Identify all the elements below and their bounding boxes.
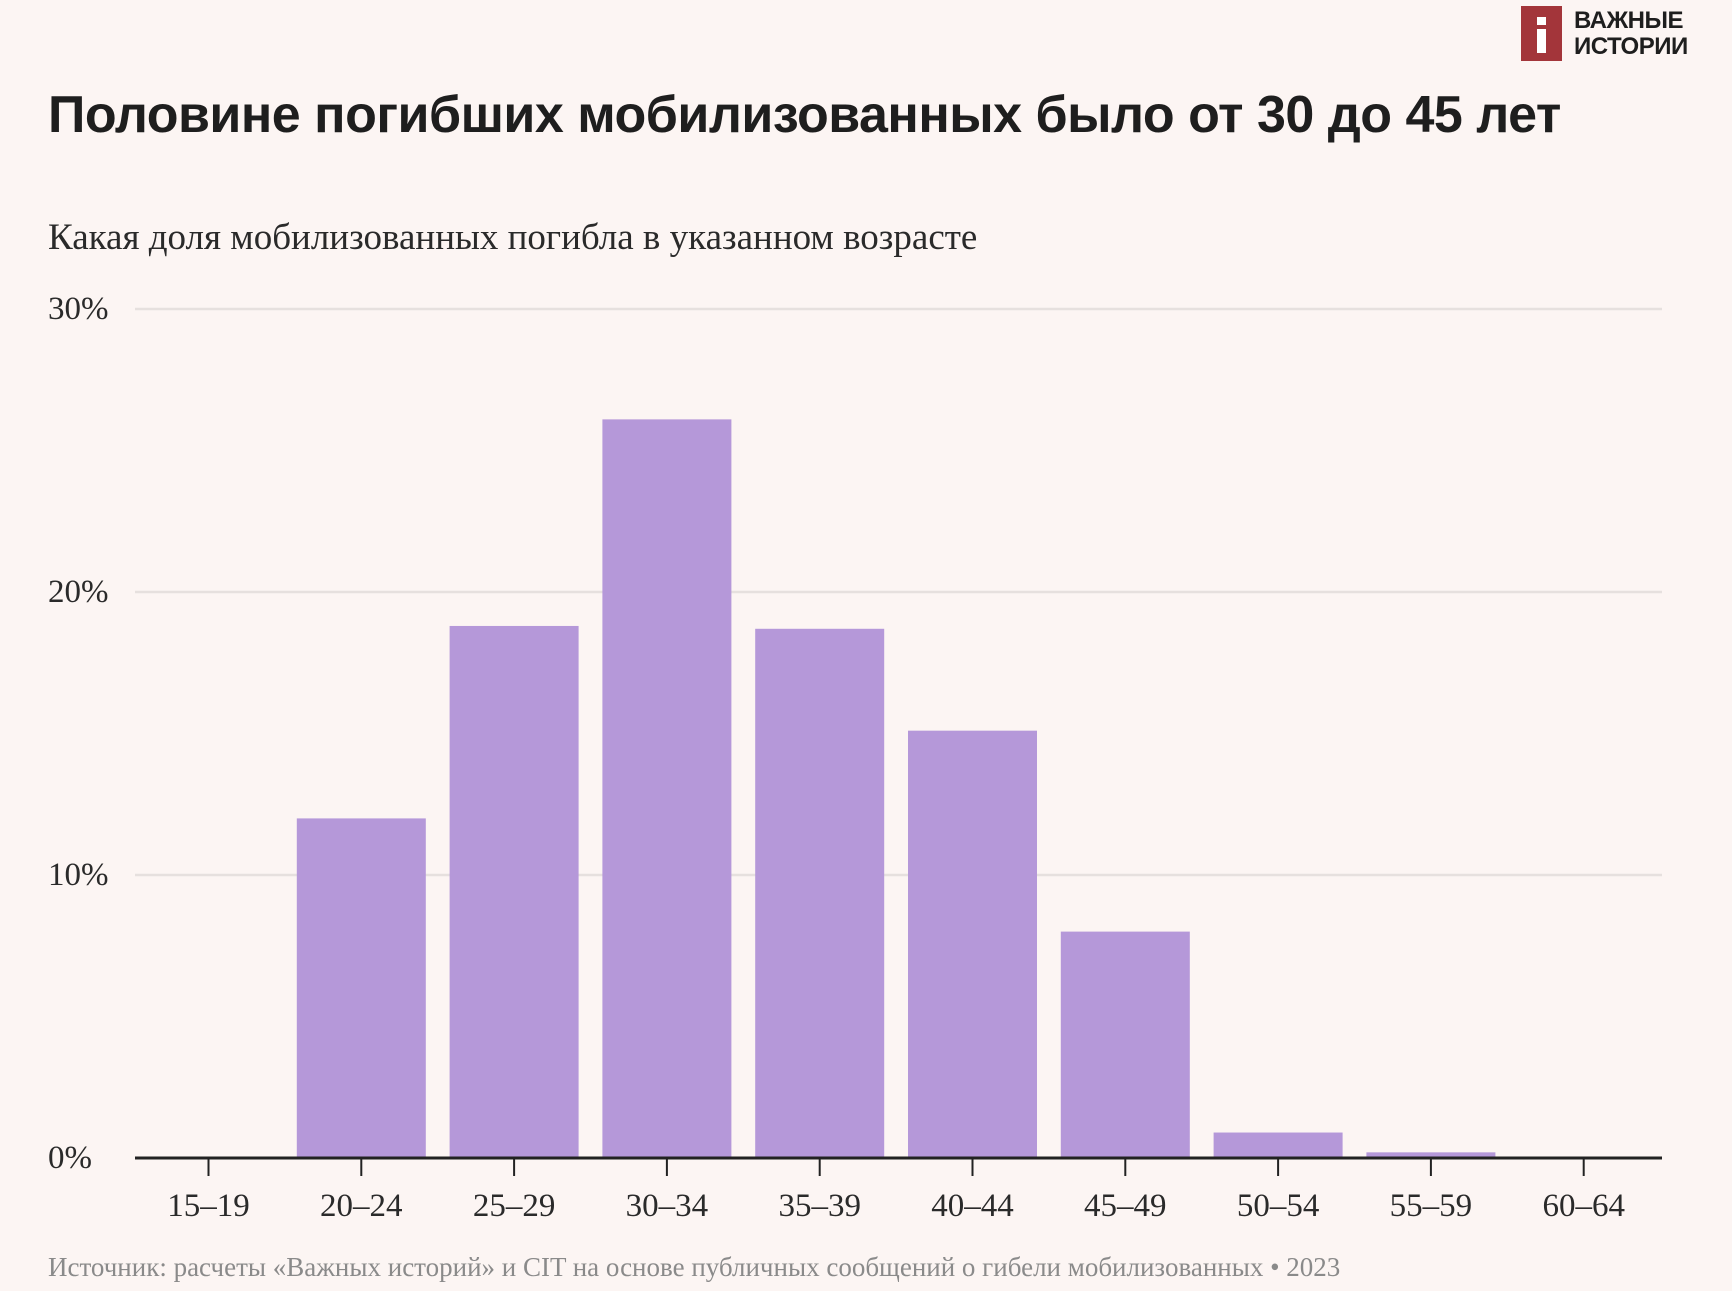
x-tick-label: 35–39 <box>778 1188 861 1224</box>
chart-subtitle: Какая доля мобилизованных погибла в указ… <box>48 217 978 258</box>
y-tick-label: 10% <box>48 857 109 893</box>
x-tick-label: 55–59 <box>1390 1188 1473 1224</box>
x-tick-label: 25–29 <box>473 1188 556 1224</box>
bar <box>1213 1132 1343 1158</box>
logo-line-1: ВАЖНЫЕ <box>1574 6 1683 34</box>
bar <box>908 730 1037 1158</box>
bar <box>602 419 732 1158</box>
y-tick-label: 30% <box>48 291 109 327</box>
source-note: Источник: расчеты «Важных историй» и CIT… <box>48 1252 1341 1282</box>
bar <box>755 628 885 1158</box>
y-tick-label: 20% <box>48 574 109 610</box>
bar <box>1060 931 1190 1158</box>
x-tick-label: 20–24 <box>320 1188 403 1224</box>
x-tick-label: 40–44 <box>931 1188 1014 1224</box>
x-tick-label: 30–34 <box>626 1188 709 1224</box>
logo: ВАЖНЫЕ ИСТОРИИ <box>1521 6 1688 61</box>
logo-icon <box>1521 6 1562 61</box>
x-tick-label: 60–64 <box>1542 1188 1625 1224</box>
y-tick-label: 0% <box>48 1140 92 1176</box>
bar <box>449 625 579 1158</box>
chart-title: Половине погибших мобилизованных было от… <box>48 86 1561 144</box>
x-tick-label: 15–19 <box>167 1188 250 1224</box>
logo-line-2: ИСТОРИИ <box>1574 32 1688 60</box>
logo-text: ВАЖНЫЕ ИСТОРИИ <box>1574 6 1688 60</box>
x-tick-label: 45–49 <box>1084 1188 1167 1224</box>
bar <box>296 818 426 1158</box>
x-tick-label: 50–54 <box>1237 1188 1320 1224</box>
bar <box>1366 1152 1496 1158</box>
